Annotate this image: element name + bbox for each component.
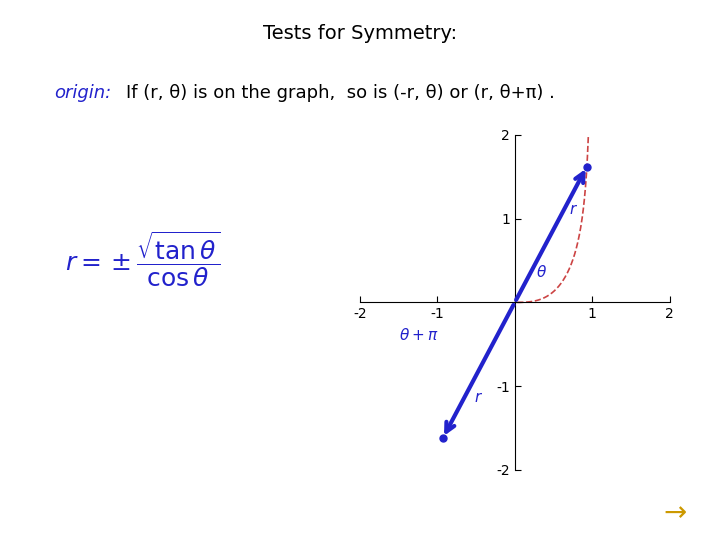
Text: Tests for Symmetry:: Tests for Symmetry:: [263, 24, 457, 43]
Text: If (r, θ) is on the graph,  so is (-r, θ) or (r, θ+π) .: If (r, θ) is on the graph, so is (-r, θ)…: [126, 84, 555, 102]
Text: origin:: origin:: [54, 84, 112, 102]
Text: $\theta$: $\theta$: [536, 264, 547, 280]
Text: $r = \pm\dfrac{\sqrt{\tan\theta}}{\cos\theta}$: $r = \pm\dfrac{\sqrt{\tan\theta}}{\cos\t…: [65, 230, 220, 289]
Text: $r$: $r$: [474, 390, 483, 404]
Text: $\theta+\pi$: $\theta+\pi$: [399, 327, 438, 343]
Text: $\rightarrow$: $\rightarrow$: [658, 497, 688, 525]
Text: $r$: $r$: [569, 202, 578, 217]
